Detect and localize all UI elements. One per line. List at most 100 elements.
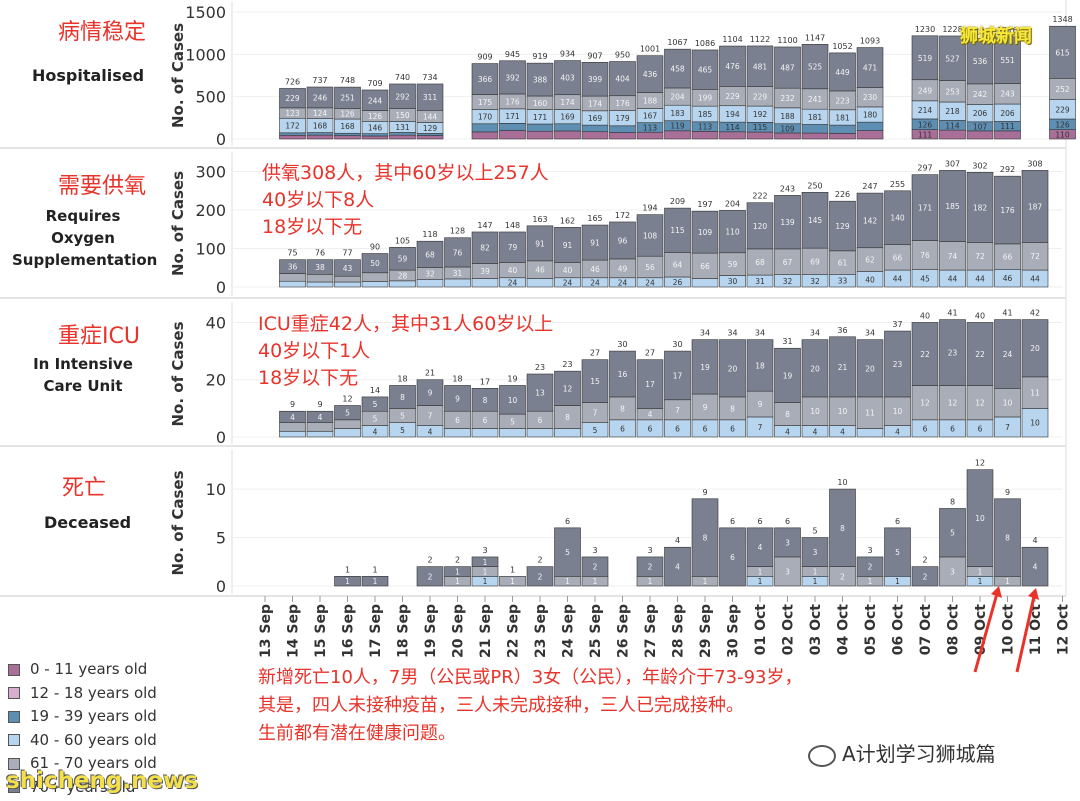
total-label: 1197 bbox=[970, 28, 990, 37]
segment-label: 12 bbox=[563, 384, 573, 393]
bar-segment bbox=[664, 48, 691, 89]
bar-segment bbox=[1021, 546, 1049, 587]
segment-label: 232 bbox=[780, 94, 795, 103]
segment-label: 129 bbox=[835, 222, 850, 231]
segment-label: 111 bbox=[1000, 122, 1015, 131]
segment-label: 1 bbox=[758, 567, 763, 576]
legend-item: 19 - 39 years old bbox=[8, 707, 157, 725]
segment-label: 242 bbox=[973, 90, 988, 99]
bar-segment bbox=[609, 221, 636, 260]
bar-segment bbox=[306, 410, 334, 423]
bar-segment bbox=[581, 556, 609, 577]
bar-segment bbox=[966, 322, 994, 386]
bar-segment bbox=[994, 130, 1021, 140]
segment-label: 114 bbox=[725, 123, 740, 132]
segment-label: 10 bbox=[810, 407, 820, 416]
total-label: 1 bbox=[372, 565, 377, 574]
icu-annotation-line-3: 18岁以下无 bbox=[258, 367, 359, 389]
oxygen-annotation: 供氧308人，其中60岁以上257人 40岁以下8人 18岁以下无 bbox=[262, 160, 549, 241]
segment-label: 4 bbox=[373, 427, 378, 436]
segment-label: 126 bbox=[918, 120, 933, 129]
bar-segment bbox=[581, 131, 609, 140]
segment-label: 5 bbox=[345, 409, 350, 418]
y-tick-label: 1500 bbox=[185, 3, 226, 22]
legend-label: 40 - 60 years old bbox=[30, 730, 157, 749]
bar-segment bbox=[829, 396, 856, 426]
segment-label: 5 bbox=[400, 426, 405, 435]
bar-segment bbox=[691, 339, 719, 395]
legend-swatch bbox=[8, 710, 20, 723]
total-label: 1147 bbox=[805, 33, 825, 42]
segment-label: 465 bbox=[698, 66, 713, 75]
segment-label: 74 bbox=[948, 252, 958, 261]
segment-label: 1 bbox=[813, 567, 818, 576]
segment-label: 181 bbox=[808, 113, 823, 122]
bar-segment bbox=[499, 130, 526, 140]
total-label: 1067 bbox=[667, 38, 687, 47]
bar-segment bbox=[801, 124, 829, 134]
segment-label: 36 bbox=[288, 263, 298, 272]
y-tick-label: 10 bbox=[206, 480, 226, 499]
segment-label: 2 bbox=[593, 563, 598, 572]
segment-label: 1 bbox=[483, 567, 488, 576]
x-tick-label: 17 Sep bbox=[368, 604, 384, 658]
bar-segment bbox=[581, 124, 609, 133]
x-tick-label: 03 Oct bbox=[808, 604, 824, 656]
bar-segment bbox=[581, 224, 609, 261]
segment-label: 20 bbox=[728, 364, 738, 373]
bar-segment bbox=[719, 527, 746, 587]
y-tick-label: 0 bbox=[216, 130, 226, 149]
total-label: 5 bbox=[812, 527, 817, 536]
segment-label: 115 bbox=[753, 123, 768, 132]
bar-segment bbox=[471, 428, 499, 438]
x-tick-label: 06 Oct bbox=[891, 604, 907, 656]
bar-segment bbox=[856, 192, 884, 249]
segment-label: 1 bbox=[978, 567, 983, 576]
segment-label: 91 bbox=[563, 241, 573, 250]
segment-label: 169 bbox=[560, 113, 575, 122]
segment-label: 241 bbox=[808, 95, 823, 104]
bar-segment bbox=[554, 428, 581, 438]
segment-label: 188 bbox=[643, 97, 658, 106]
bar-segment bbox=[499, 231, 526, 263]
legend-item: 61 - 70 years old bbox=[8, 754, 157, 772]
y-axis-label: No. of Cases bbox=[169, 171, 187, 276]
total-label: 737 bbox=[312, 76, 327, 85]
bar-segment bbox=[334, 135, 361, 140]
segment-label: 4 bbox=[428, 427, 433, 436]
bar-segment bbox=[966, 385, 994, 421]
segment-label: 66 bbox=[700, 262, 710, 271]
segment-label: 171 bbox=[533, 113, 548, 122]
bar-segment bbox=[444, 385, 471, 412]
segment-label: 6 bbox=[978, 424, 983, 433]
bar-segment bbox=[444, 566, 471, 577]
segment-label: 119 bbox=[670, 122, 685, 131]
legend-item: 70+ years old bbox=[8, 778, 135, 796]
segment-label: 176 bbox=[1000, 206, 1015, 215]
segment-label: 4 bbox=[785, 427, 790, 436]
segment-label: 46 bbox=[590, 265, 600, 274]
segment-label: 10 bbox=[975, 514, 985, 523]
x-tick-label: 23 Sep bbox=[533, 604, 549, 658]
bar-segment bbox=[416, 83, 444, 111]
bar-segment bbox=[856, 339, 884, 398]
segment-label: 6 bbox=[730, 553, 735, 562]
total-label: 165 bbox=[587, 214, 602, 223]
total-label: 1001 bbox=[640, 45, 660, 54]
segment-label: 2 bbox=[648, 563, 653, 572]
bar-segment bbox=[471, 63, 499, 95]
bar-segment bbox=[389, 134, 416, 140]
segment-label: 23 bbox=[948, 349, 958, 358]
bar-segment bbox=[636, 214, 664, 257]
segment-label: 167 bbox=[643, 112, 658, 121]
arrow-head-icon bbox=[1028, 588, 1039, 600]
segment-label: 206 bbox=[973, 109, 988, 118]
bar-segment bbox=[609, 61, 636, 97]
bar-segment bbox=[334, 281, 361, 288]
segment-label: 2 bbox=[868, 563, 873, 572]
bar-segment bbox=[691, 131, 719, 140]
segment-label: 10 bbox=[1030, 419, 1040, 428]
total-label: 3 bbox=[482, 546, 487, 555]
segment-label: 139 bbox=[780, 218, 795, 227]
segment-label: 6 bbox=[703, 424, 708, 433]
